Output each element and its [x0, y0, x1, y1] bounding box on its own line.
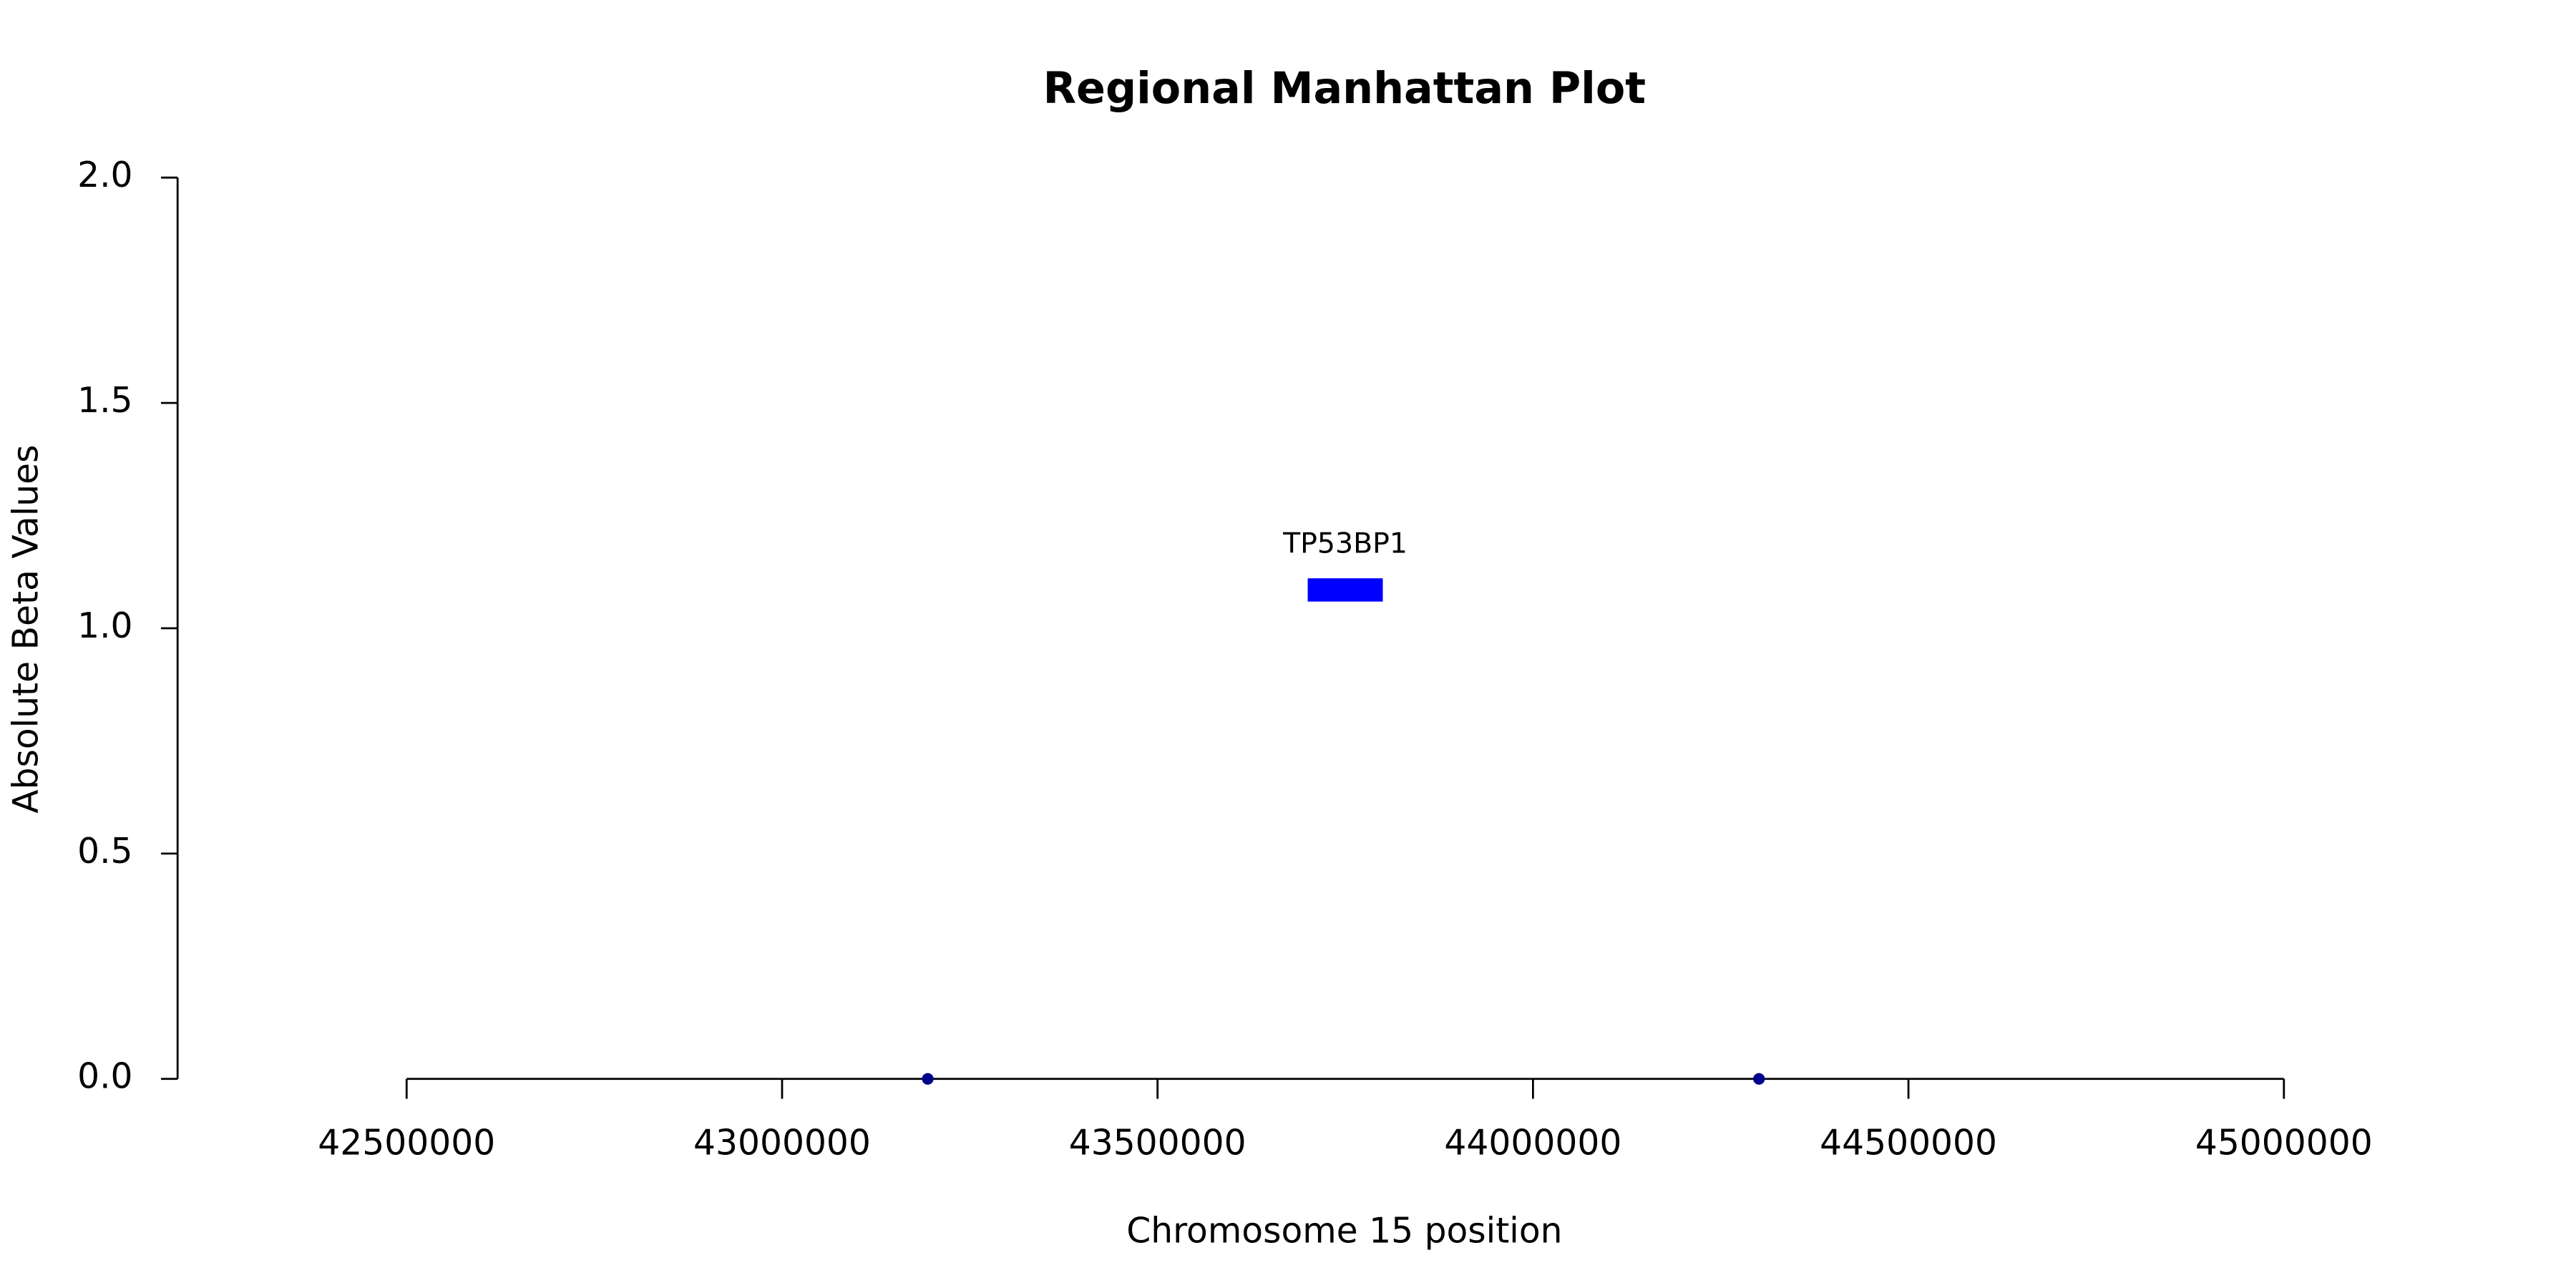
- gene-label: TP53BP1: [1282, 527, 1407, 560]
- x-tick-label: 45000000: [2195, 1123, 2373, 1163]
- x-tick-label: 44500000: [1820, 1123, 1997, 1163]
- x-axis-label: Chromosome 15 position: [1126, 1211, 1562, 1251]
- y-tick-label: 1.0: [77, 606, 132, 646]
- x-tick-label: 43000000: [693, 1123, 871, 1163]
- chart-title: Regional Manhattan Plot: [1043, 64, 1646, 114]
- y-tick-label: 0.0: [77, 1057, 132, 1097]
- point: [1753, 1073, 1765, 1085]
- x-tick-label: 44000000: [1444, 1123, 1621, 1163]
- gene-block: [1307, 578, 1383, 602]
- y-tick-label: 1.5: [77, 381, 132, 421]
- y-axis-label: Absolute Beta Values: [6, 444, 46, 813]
- y-tick-label: 2.0: [77, 155, 132, 195]
- y-tick-label: 0.5: [77, 831, 132, 872]
- x-tick-label: 42500000: [318, 1123, 495, 1163]
- point: [922, 1073, 934, 1085]
- x-tick-label: 43500000: [1069, 1123, 1246, 1163]
